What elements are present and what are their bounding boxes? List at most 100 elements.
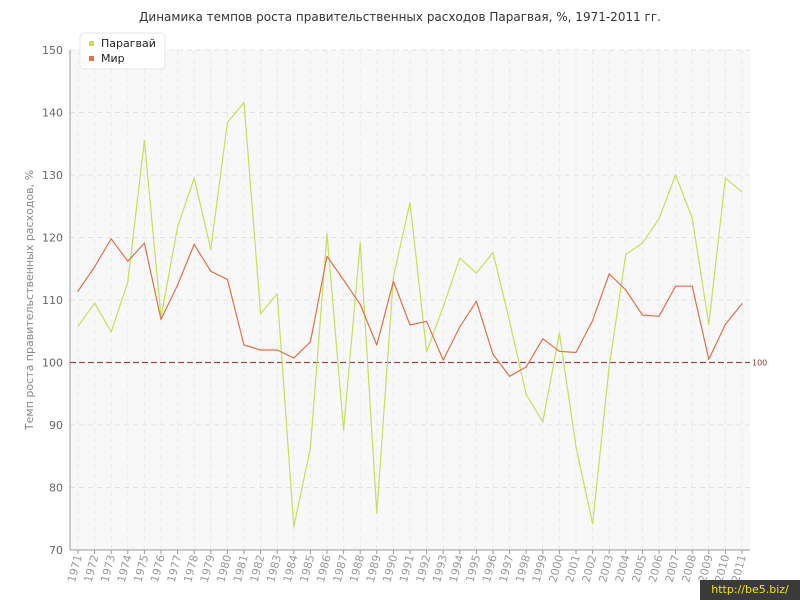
data-point xyxy=(326,255,328,257)
data-point xyxy=(592,320,594,322)
data-point xyxy=(724,323,727,325)
data-point xyxy=(343,429,345,431)
data-point xyxy=(509,375,511,377)
legend-box xyxy=(79,32,166,70)
data-point xyxy=(542,421,544,423)
data-point xyxy=(459,257,461,259)
data-point xyxy=(641,242,644,244)
data-point xyxy=(525,393,527,395)
data-point xyxy=(359,241,361,244)
data-point xyxy=(77,325,79,327)
data-point xyxy=(210,248,212,250)
y-tick-label: 150 xyxy=(42,44,63,57)
data-point xyxy=(409,324,411,326)
series-lines xyxy=(77,101,743,528)
data-point xyxy=(658,315,660,317)
data-point xyxy=(359,303,361,305)
data-point xyxy=(691,285,693,287)
data-point xyxy=(193,243,195,245)
data-point xyxy=(226,121,228,124)
data-point xyxy=(475,272,477,274)
data-point xyxy=(608,365,610,367)
data-point xyxy=(127,260,129,262)
data-point xyxy=(708,323,710,325)
data-point xyxy=(625,289,627,291)
data-point xyxy=(177,226,179,228)
data-point xyxy=(492,251,494,254)
y-tick-labels: 70 80 90 100 110 120 130 140 150 xyxy=(42,44,63,557)
data-point xyxy=(143,140,145,142)
x-tick-labels: 1971197219731974197519761977197819791980… xyxy=(65,553,749,583)
data-point xyxy=(77,290,79,292)
y-tick-label: 130 xyxy=(42,169,63,182)
reference-line-label: 100 xyxy=(752,359,767,368)
data-point xyxy=(459,326,461,328)
data-point xyxy=(741,303,743,305)
data-point xyxy=(343,279,345,281)
data-point xyxy=(724,177,727,179)
data-point xyxy=(293,357,295,359)
data-point xyxy=(625,253,627,255)
data-point xyxy=(675,285,677,287)
data-point xyxy=(143,242,145,244)
y-tick-label: 90 xyxy=(49,419,63,432)
data-point xyxy=(575,351,577,354)
data-point xyxy=(409,201,411,204)
data-point xyxy=(127,281,129,283)
data-point xyxy=(442,359,444,361)
y-axis-label: Темп роста правительственных расходов, % xyxy=(23,170,36,431)
data-point xyxy=(392,276,394,278)
data-point xyxy=(177,284,179,286)
data-point xyxy=(426,351,428,353)
data-point xyxy=(376,512,378,514)
data-point xyxy=(509,320,511,322)
data-point xyxy=(193,177,195,179)
data-point xyxy=(741,191,743,193)
data-point xyxy=(160,318,162,320)
data-point xyxy=(309,447,311,449)
watermark: http://be5.biz/ xyxy=(700,580,800,600)
data-point xyxy=(260,349,262,351)
y-tick-label: 70 xyxy=(49,544,63,557)
data-point xyxy=(260,313,262,315)
legend-swatch xyxy=(89,56,94,61)
legend-label: Парагвай xyxy=(101,37,156,50)
data-point xyxy=(708,358,710,360)
y-tick-label: 120 xyxy=(42,232,63,245)
data-point xyxy=(675,174,677,176)
grid-lines xyxy=(70,49,750,550)
data-point xyxy=(376,344,378,346)
legend-label: Мир xyxy=(101,52,125,65)
data-point xyxy=(210,270,212,272)
data-point xyxy=(558,350,561,352)
y-tick-label: 100 xyxy=(42,357,63,370)
data-point xyxy=(492,353,494,355)
data-point xyxy=(426,320,428,322)
data-point xyxy=(558,332,561,334)
data-point xyxy=(542,338,544,340)
data-point xyxy=(94,302,96,304)
data-point xyxy=(641,314,644,316)
legend-swatch xyxy=(89,41,94,46)
data-point xyxy=(658,218,660,220)
data-point xyxy=(525,366,527,368)
chart-title: Динамика темпов роста правительственных … xyxy=(139,10,661,24)
data-point xyxy=(243,101,245,104)
data-point xyxy=(392,280,394,282)
data-point xyxy=(243,344,245,346)
data-point xyxy=(691,217,693,219)
y-tick-label: 110 xyxy=(42,294,63,307)
data-point xyxy=(276,293,278,295)
data-point xyxy=(592,523,594,525)
data-point xyxy=(276,349,278,351)
data-point xyxy=(442,306,444,308)
y-tick-label: 80 xyxy=(49,482,63,495)
legend: Парагвай Мир xyxy=(79,32,166,70)
data-point xyxy=(575,446,577,448)
data-point xyxy=(293,526,295,528)
data-point xyxy=(475,300,477,302)
data-point xyxy=(110,331,112,333)
data-point xyxy=(608,273,610,275)
data-point xyxy=(110,238,112,240)
